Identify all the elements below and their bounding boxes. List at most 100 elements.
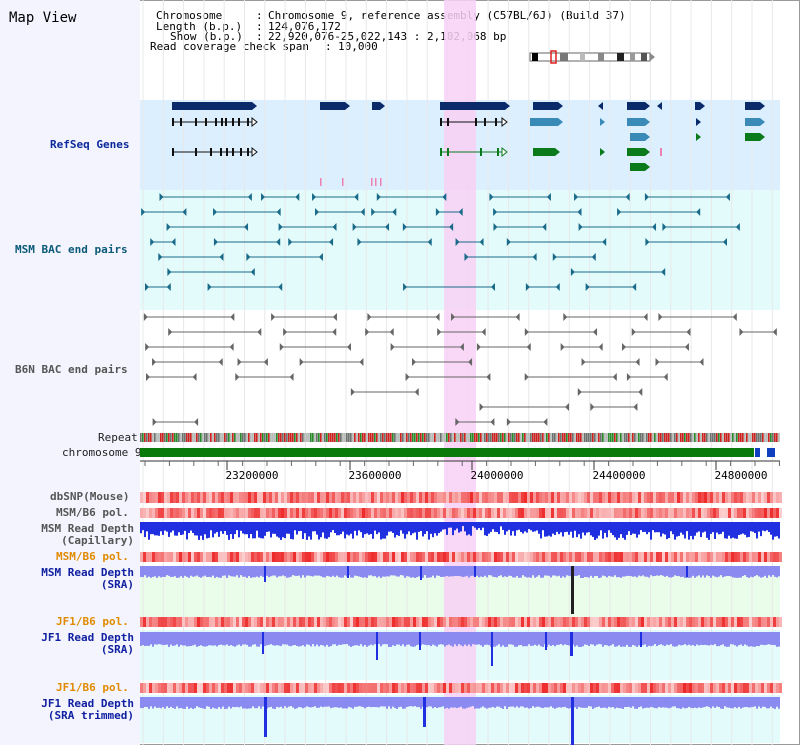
jf1-depth-bar: [738, 632, 740, 646]
jf1-pol2-cell: [716, 683, 719, 693]
gene-block: [627, 148, 645, 156]
jf1-depth-bar: [750, 632, 752, 647]
jf1-depth-bar: [488, 632, 490, 646]
capillary-depth-bar: [702, 522, 704, 533]
dbsnp-cell: [389, 492, 392, 503]
msm-depth-bar: [378, 566, 380, 577]
jf1-depth-bar: [536, 632, 538, 646]
dbsnp-cell: [308, 492, 311, 503]
repeat-segment: [418, 433, 420, 442]
jf1-pol-cell: [629, 617, 632, 627]
jf1-depth-bar: [140, 632, 142, 646]
capillary-depth-bar: [308, 522, 310, 537]
bac-end-left: [146, 373, 151, 381]
jf1-depth-bar: [266, 632, 268, 646]
bac-end-left: [246, 253, 251, 261]
bac-end-left: [506, 418, 511, 426]
bac-end-left: [525, 283, 530, 291]
jf1-pol2-cell: [461, 683, 464, 693]
repeat-segment: [350, 433, 352, 442]
jf1-pol-cell: [251, 617, 254, 627]
repeat-segment: [292, 433, 294, 442]
jf1-trim-depth-bar: [188, 697, 190, 709]
capillary-depth-bar: [494, 522, 496, 532]
jf1-pol-cell: [392, 617, 395, 627]
repeat-segment: [426, 433, 428, 442]
msm-depth-bar: [272, 566, 274, 576]
dbsnp-cell: [485, 492, 488, 503]
repeat-segment: [386, 433, 388, 442]
repeat-segment: [734, 433, 736, 442]
jf1-pol2-cell: [209, 683, 212, 693]
repeat-segment: [332, 433, 334, 442]
repeat-segment: [532, 433, 534, 442]
jf1-pol2-cell: [530, 683, 533, 693]
repeat-segment: [262, 433, 264, 442]
capillary-depth-bar: [224, 522, 226, 532]
bac-end-left: [213, 238, 218, 246]
msm-depth-bar: [434, 566, 436, 578]
msm-pol2-cell: [212, 552, 215, 562]
dbsnp-cell: [509, 492, 512, 503]
jf1-pol2-cell: [266, 683, 269, 693]
jf1-trim-depth-bar: [244, 697, 246, 709]
msm-depth-bar: [684, 566, 686, 578]
bac-end-left: [585, 283, 590, 291]
repeat-segment: [186, 433, 188, 442]
msm-pol2-cell: [167, 552, 170, 562]
bac-end-right: [663, 373, 668, 381]
repeat-segment: [544, 433, 546, 442]
bac-end-left: [278, 223, 283, 231]
jf1-trim-depth-bar: [368, 697, 370, 707]
repeat-segment: [250, 433, 252, 442]
capillary-depth-bar: [292, 522, 294, 540]
jf1-pol2-cell: [425, 683, 428, 693]
jf1-depth-bar: [256, 632, 258, 647]
jf1-depth-bar: [308, 632, 310, 645]
msm-depth-bar: [506, 566, 508, 577]
msm-depth-bar: [768, 566, 770, 576]
jf1-depth-bar: [430, 632, 432, 647]
repeat-segment: [140, 433, 142, 442]
jf1-depth-bar: [594, 632, 596, 646]
capillary-depth-bar: [512, 522, 514, 532]
jf1-pol-cell: [758, 617, 761, 627]
jf1-depth-bar: [446, 632, 448, 646]
msm-pol2-cell: [293, 552, 296, 562]
jf1-depth-bar: [636, 632, 638, 647]
jf1-pol-cell: [542, 617, 545, 627]
jf1-pol2-cell: [260, 683, 263, 693]
dbsnp-cell: [170, 492, 173, 503]
msm-depth-bar: [760, 566, 762, 578]
capillary-depth-bar: [190, 522, 192, 531]
repeat-segment: [152, 433, 154, 442]
msm-depth-bar: [250, 566, 252, 578]
msm-depth-bar: [180, 566, 182, 577]
repeat-segment: [384, 433, 386, 442]
repeat-segment: [578, 433, 580, 442]
msm-pol-cell: [533, 508, 536, 518]
msm-pol2-cell: [395, 552, 398, 562]
msm-depth-bar: [360, 566, 362, 578]
capillary-depth-bar: [148, 522, 150, 540]
chromosome-bar: [140, 448, 754, 457]
jf1-pol2-cell: [257, 683, 260, 693]
jf1-trim-depth-bar: [256, 697, 258, 709]
msm-pol-cell: [152, 508, 155, 518]
dbsnp-cell: [698, 492, 701, 503]
msm-depth-bar: [586, 566, 588, 578]
msm-pol-cell: [335, 508, 338, 518]
msm-depth-bar: [318, 566, 320, 576]
jf1-depth-bar: [354, 632, 356, 646]
msm-depth-bar: [406, 566, 408, 577]
msm-pol-cell: [599, 508, 602, 518]
capillary-depth-bar: [312, 522, 314, 532]
gene-exon: [225, 118, 227, 126]
dbsnp-cell: [761, 492, 764, 503]
dbsnp-cell: [254, 492, 257, 503]
jf1-pol2-cell: [290, 683, 293, 693]
msm-depth-bar: [498, 566, 500, 576]
capillary-depth-bar: [216, 522, 218, 533]
jf1-trim-depth-bar: [650, 697, 652, 707]
